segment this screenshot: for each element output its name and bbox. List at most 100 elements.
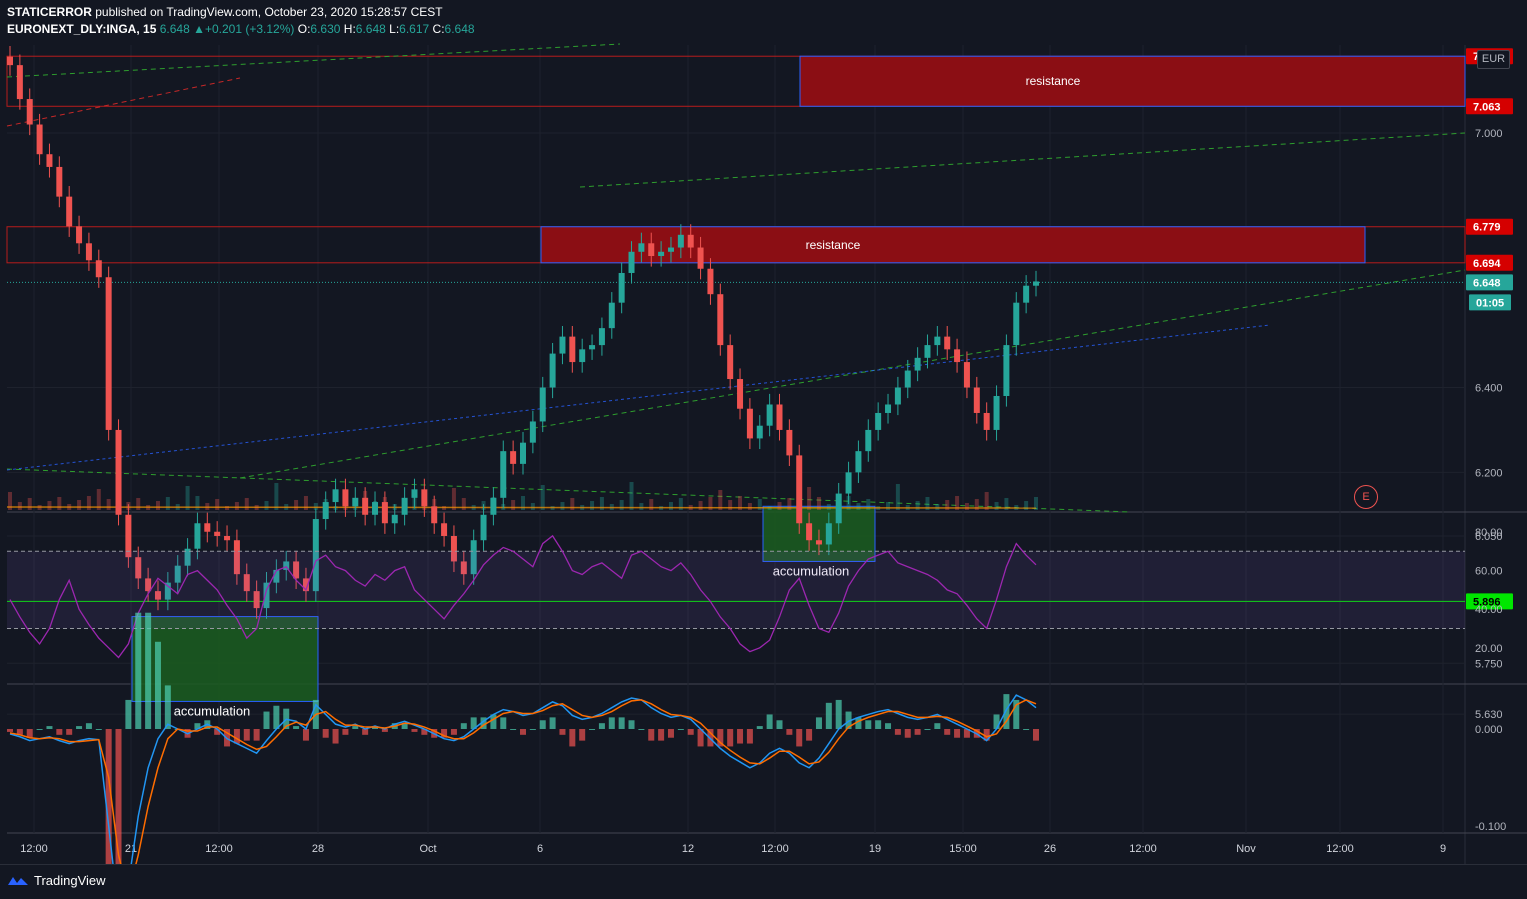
macd-histogram-bar — [993, 714, 1000, 729]
candle-body — [865, 429, 872, 452]
candle-body — [776, 404, 783, 430]
volume-bar — [540, 485, 545, 510]
candle-body — [983, 412, 990, 430]
earnings-event-icon[interactable]: E — [1354, 485, 1378, 509]
resistance-zone — [540, 226, 1366, 264]
macd-histogram-bar — [1013, 699, 1020, 729]
price-tag — [1469, 294, 1511, 311]
high-label: H: — [343, 22, 356, 36]
author-name[interactable]: STATICERROR — [7, 5, 92, 19]
macd-histogram-bar — [450, 729, 457, 735]
macd-histogram-bar — [332, 729, 339, 744]
candle-body — [214, 531, 221, 536]
low-value: 6.617 — [399, 22, 430, 36]
macd-histogram-bar — [944, 729, 951, 735]
candle-body — [648, 243, 655, 257]
volume-bar — [866, 499, 871, 510]
candle-body — [145, 578, 152, 592]
candle-body — [510, 451, 517, 464]
time-axis-tick-label: 6 — [537, 843, 543, 855]
candle-body — [697, 247, 704, 269]
candle-body — [16, 65, 23, 100]
chart-canvas[interactable]: 12:00 21 12:00 28 Oct 6 12 12:00 19 15:00 26 12:00 N… — [0, 0, 1527, 864]
macd-histogram-bar — [608, 717, 615, 729]
time-axis-tick-label: 9 — [1440, 843, 1446, 855]
price-tag — [1466, 218, 1513, 235]
macd-histogram-bar — [756, 726, 763, 729]
close-value: 6.648 — [444, 22, 475, 36]
candle-body — [796, 455, 803, 524]
candle-body — [658, 251, 665, 257]
chart-background — [0, 45, 1527, 864]
legend-line: EURONEXT_DLY:INGA, 15 6.648 ▲+0.201 (+3.… — [7, 22, 475, 36]
candle-body — [727, 345, 734, 380]
candle-body — [95, 260, 102, 278]
tradingview-brand[interactable]: TradingView — [7, 873, 106, 888]
volume-bar — [856, 503, 861, 510]
time-axis-tick-label: 12 — [682, 843, 694, 855]
price-tag-label: 5.896 — [1473, 596, 1501, 608]
volume-bar — [738, 496, 743, 510]
price-tag — [1466, 98, 1513, 115]
footer-bar: TradingView — [0, 864, 1527, 899]
candle-body — [815, 540, 822, 545]
candle-body — [993, 396, 1000, 430]
candle-body — [66, 196, 73, 227]
low-label: L: — [389, 22, 400, 36]
candle-body — [608, 302, 615, 329]
resistance-zone — [799, 55, 1466, 107]
price-axis-tick-label: 6.200 — [1475, 467, 1503, 479]
candle-body — [963, 362, 970, 388]
candle-body — [332, 489, 339, 503]
macd-histogram-bar — [16, 729, 23, 735]
candle-body — [539, 387, 546, 422]
macd-histogram-bar — [549, 717, 556, 729]
macd-histogram-bar — [628, 720, 635, 729]
macd-histogram-bar — [618, 717, 625, 729]
candle-body — [885, 404, 892, 413]
time-axis-tick-label: 26 — [1044, 843, 1056, 855]
resistance-zone-label: resistance — [1026, 74, 1081, 88]
macd-histogram-bar — [1003, 694, 1010, 729]
macd-histogram-bar — [520, 729, 526, 735]
candle-body — [490, 497, 497, 515]
candle-body — [618, 272, 625, 303]
signal-line — [9, 699, 1037, 864]
macd-histogram-bar — [441, 729, 448, 738]
macd-histogram-bar — [885, 723, 892, 729]
candle-body — [253, 591, 260, 609]
macd-histogram-bar — [243, 729, 250, 741]
candle-body — [342, 489, 349, 507]
macd-histogram-bar — [924, 729, 931, 730]
volume-bar — [86, 496, 91, 510]
macd-histogram-bar — [125, 699, 132, 729]
candle-body — [855, 451, 862, 473]
rsi-band-fill — [7, 551, 1465, 629]
macd-histogram-bar — [164, 685, 171, 729]
volume-bar — [17, 502, 22, 510]
symbol-label[interactable]: EURONEXT_DLY:INGA, 15 — [7, 22, 157, 36]
change-arrow-icon: ▲ — [193, 22, 205, 36]
volume-bar — [826, 504, 831, 510]
macd-histogram-bar — [7, 729, 13, 732]
volume-bar — [708, 497, 713, 510]
candle-body — [549, 353, 556, 388]
volume-bar — [777, 502, 782, 510]
candle-body — [835, 493, 842, 524]
currency-selector[interactable]: EUR — [1477, 50, 1510, 69]
volume-bar — [294, 500, 299, 510]
time-axis-tick-label: 19 — [869, 843, 881, 855]
candle-body — [312, 519, 319, 592]
time-axis-tick-label: 28 — [312, 843, 324, 855]
candle-body — [76, 226, 83, 244]
volume-bar — [47, 501, 52, 510]
candle-body — [362, 497, 369, 515]
candle-body — [56, 166, 63, 197]
volume-bar — [511, 500, 516, 510]
volume-bar — [886, 502, 891, 510]
volume-bar — [698, 501, 703, 510]
volume-bar — [955, 496, 960, 510]
macd-histogram-bar — [894, 729, 901, 735]
price-tag — [1466, 593, 1513, 610]
macd-histogram-bar — [1033, 729, 1039, 741]
